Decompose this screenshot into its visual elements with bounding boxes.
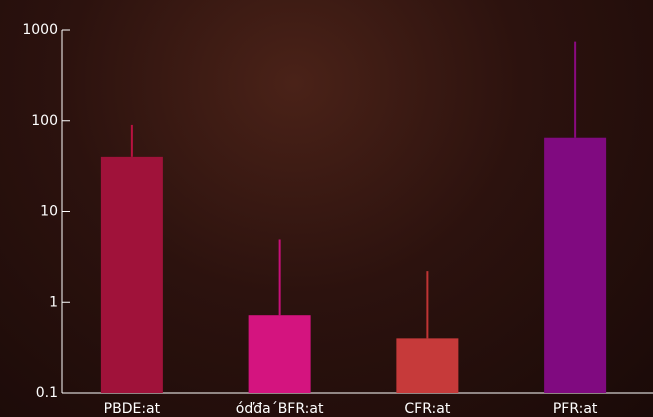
y-tick-label: 10 — [40, 204, 58, 220]
bar — [100, 156, 163, 393]
y-tick-label: 1 — [49, 294, 58, 310]
x-tick-label: óďđa´BFR:at — [236, 401, 324, 417]
bar — [396, 338, 459, 393]
bar — [544, 137, 607, 393]
y-tick-label: 0.1 — [36, 385, 58, 401]
bar — [248, 315, 311, 393]
x-tick-label: PBDE:at — [104, 401, 161, 417]
x-tick-label: CFR:at — [404, 401, 450, 417]
y-tick-label: 100 — [31, 113, 58, 129]
x-tick-label: PFR:at — [553, 401, 598, 417]
y-tick-label: 1000 — [22, 22, 58, 38]
